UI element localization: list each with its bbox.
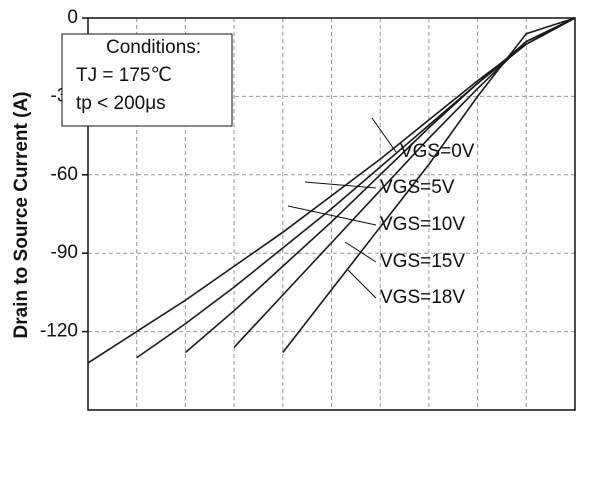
conditions-text: tp < 200μs xyxy=(76,93,166,114)
series-label: VGS=0V xyxy=(400,141,475,162)
y-tick-label: -120 xyxy=(40,321,78,342)
leader-line xyxy=(304,181,377,189)
conditions-text: TJ = 175℃ xyxy=(76,65,172,86)
series-label: VGS=10V xyxy=(380,214,465,235)
leader-line xyxy=(287,205,377,226)
curve xyxy=(136,17,576,359)
series-label: VGS=18V xyxy=(380,287,465,308)
y-axis-label: Drain to Source Current (A) xyxy=(11,91,32,338)
series-label: VGS=5V xyxy=(380,177,455,198)
plot-frame xyxy=(87,17,576,411)
curve xyxy=(282,17,576,353)
conditions-text: Conditions: xyxy=(106,37,201,58)
y-tick-label: -90 xyxy=(51,242,78,263)
conditions-box xyxy=(61,33,233,127)
y-tick-label: 0 xyxy=(67,7,78,28)
curve xyxy=(87,17,576,364)
y-tick-label: -60 xyxy=(51,164,78,185)
leader-line xyxy=(344,241,377,263)
series-label: VGS=15V xyxy=(380,251,465,272)
leader-line xyxy=(347,269,377,299)
leader-line xyxy=(371,117,397,153)
